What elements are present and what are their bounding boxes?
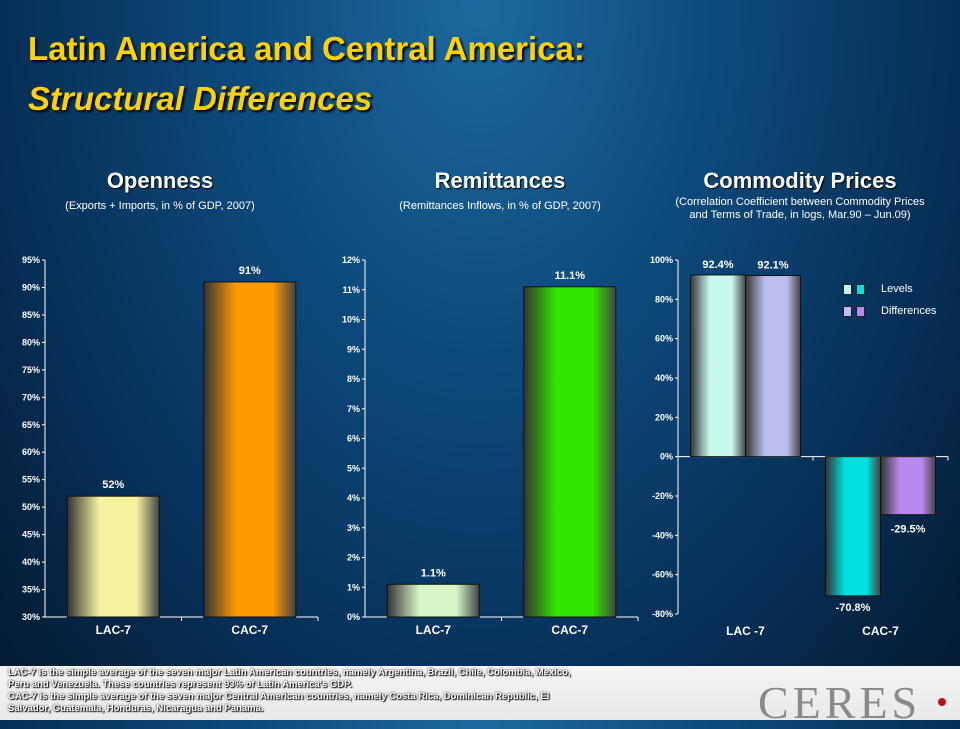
commodity-legend: Levels Differences: [843, 283, 936, 327]
openness-chart-subtitle: (Exports + Imports, in % of GDP, 2007): [65, 200, 255, 212]
openness-y-tick-label: 45%: [22, 530, 40, 540]
commodity-chart-subtitle: (Correlation Coefficient between Commodi…: [640, 196, 960, 222]
remittances-y-tick-label: 5%: [347, 463, 360, 473]
remittances-x-tick-label: LAC-7: [416, 623, 452, 637]
openness-y-tick-label: 60%: [22, 447, 40, 457]
remittances-y-tick-label: 9%: [347, 344, 360, 354]
remittances-data-label: 1.1%: [421, 567, 446, 579]
openness-y-tick-label: 40%: [22, 557, 40, 567]
commodity-chart-subtitle-line1: (Correlation Coefficient between Commodi…: [675, 196, 925, 208]
legend-label-differences: Differences: [881, 305, 937, 317]
page-subtitle: Structural Differences: [28, 80, 373, 117]
remittances-bar: [523, 286, 617, 618]
remittances-y-tick-label: 12%: [342, 255, 360, 265]
remittances-y-tick-label: 3%: [347, 523, 360, 533]
commodity-bar: [825, 456, 881, 597]
commodity-chart: -80% -60% -40% -20% 0% 20% 40% 60% 80% 100% 92.4% 9…: [650, 255, 949, 638]
remittances-bar: [386, 583, 480, 618]
openness-y-tick-label: 50%: [22, 502, 40, 512]
remittances-y-tick-label: 6%: [347, 434, 360, 444]
commodity-chart-subtitle-line2: and Terms of Trade, in logs, Mar.90 – Ju…: [689, 209, 911, 221]
legend-item-differences: Differences: [843, 305, 936, 317]
openness-y-tick-label: 80%: [22, 337, 40, 347]
commodity-data-label: -29.5%: [891, 524, 926, 536]
remittances-y-tick-label: 10%: [342, 315, 360, 325]
openness-y-tick-label: 95%: [22, 255, 40, 265]
openness-x-tick-label: LAC-7: [96, 623, 132, 637]
remittances-x-tick-label: CAC-7: [551, 623, 588, 637]
remittances-y-tick-label: 7%: [347, 404, 360, 414]
commodity-x-tick-label: CAC-7: [862, 624, 899, 638]
openness-bar: [66, 495, 160, 618]
commodity-chart-title: Commodity Prices: [703, 168, 897, 193]
openness-data-label: 52%: [102, 479, 124, 491]
openness-x-tick-label: CAC-7: [231, 623, 268, 637]
footnote-line: Salvador, Guatemala, Honduras, Nicaragua…: [8, 703, 264, 714]
commodity-y-tick-label: 40%: [655, 373, 673, 383]
legend-swatch-differences-cac: [856, 305, 865, 317]
commodity-y-tick-label: 60%: [655, 334, 673, 344]
commodity-data-label: 92.4%: [702, 259, 733, 271]
openness-bar: [203, 281, 297, 618]
commodity-data-label: 92.1%: [757, 260, 788, 272]
commodity-y-tick-label: 0%: [660, 452, 673, 462]
openness-chart: 30% 35% 40% 45% 50% 55% 60% 65% 70% 75% 80% 85% 90% 9…: [22, 255, 319, 637]
footnote-line: Peru and Venezuela. These countries repr…: [8, 679, 352, 690]
commodity-y-tick-label: 80%: [655, 294, 673, 304]
remittances-y-tick-label: 0%: [347, 612, 360, 622]
openness-chart-title: Openness: [106, 168, 214, 193]
logo-dot-icon: [938, 698, 946, 706]
commodity-y-tick-label: 100%: [650, 255, 673, 265]
remittances-chart: 0% 1% 2% 3% 4% 5% 6% 7% 8% 9% 10% 11% 12% 1.1% LAC-7 11…: [342, 255, 639, 637]
openness-y-tick-label: 35%: [22, 585, 40, 595]
remittances-chart-title: Remittances: [434, 168, 566, 193]
footnote-line: CAC-7 is the simple average of the seven…: [8, 691, 550, 702]
footer-band: [0, 666, 960, 720]
commodity-y-tick-label: -80%: [652, 609, 673, 619]
commodity-y-tick-label: -60%: [652, 570, 673, 580]
legend-swatch-differences-lac: [843, 305, 852, 317]
commodity-bar: [690, 274, 746, 458]
commodity-bar: [880, 456, 936, 516]
openness-y-tick-label: 70%: [22, 392, 40, 402]
openness-y-tick-label: 90%: [22, 282, 40, 292]
legend-swatch-levels-lac: [843, 283, 852, 295]
commodity-y-tick-label: -20%: [652, 491, 673, 501]
footnote-line: LAC-7 is the simple average of the seven…: [8, 667, 571, 678]
legend-swatch-levels-cac: [856, 283, 865, 295]
page-title: Latin America and Central America:: [28, 30, 585, 67]
openness-y-tick-label: 65%: [22, 420, 40, 430]
openness-y-tick-label: 75%: [22, 365, 40, 375]
legend-item-levels: Levels: [843, 283, 936, 295]
commodity-y-tick-label: -40%: [652, 530, 673, 540]
openness-y-tick-label: 85%: [22, 310, 40, 320]
remittances-chart-subtitle: (Remittances Inflows, in % of GDP, 2007): [399, 200, 601, 212]
commodity-bar: [745, 275, 801, 458]
commodity-data-label: -70.8%: [836, 602, 871, 614]
legend-label-levels: Levels: [881, 283, 913, 295]
openness-data-label: 91%: [239, 265, 261, 277]
remittances-y-tick-label: 8%: [347, 374, 360, 384]
footnote: LAC-7 is the simple average of the seven…: [8, 667, 608, 715]
remittances-data-label: 11.1%: [554, 270, 585, 282]
remittances-y-tick-label: 4%: [347, 493, 360, 503]
ceres-logo: CERES: [758, 677, 922, 728]
commodity-x-tick-label: LAC -7: [726, 624, 765, 638]
openness-y-tick-label: 55%: [22, 475, 40, 485]
commodity-y-tick-label: 20%: [655, 412, 673, 422]
remittances-y-tick-label: 11%: [342, 285, 360, 295]
remittances-y-tick-label: 1%: [347, 582, 360, 592]
remittances-y-tick-label: 2%: [347, 553, 360, 563]
openness-y-tick-label: 30%: [22, 612, 40, 622]
